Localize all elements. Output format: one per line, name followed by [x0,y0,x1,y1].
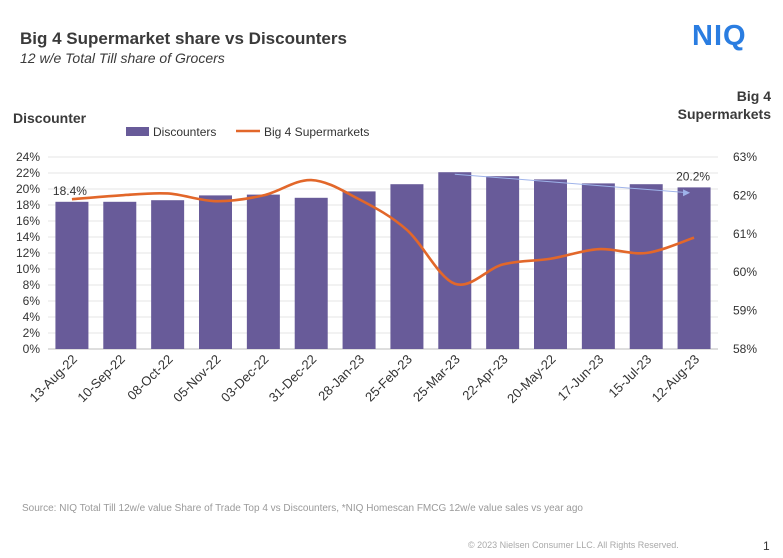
legend-discounters-swatch [126,127,149,136]
x-tick-label: 03-Dec-22 [218,352,272,406]
legend-discounters-label: Discounters [153,125,216,139]
discounter-bars [55,172,711,349]
discounter-bar [55,201,89,349]
right-tick-label: 62% [733,188,757,202]
data-label: 20.2% [676,169,710,183]
x-tick-label: 10-Sep-22 [74,352,128,406]
x-tick-label: 05-Nov-22 [170,352,224,406]
left-tick-label: 22% [16,166,40,180]
grid-lines [48,156,718,350]
x-axis-ticks: 13-Aug-2210-Sep-2208-Oct-2205-Nov-2203-D… [27,352,703,407]
data-labels: 18.4% 20.2% [53,169,710,197]
discounter-bar [294,197,328,349]
source-note: Source: NIQ Total Till 12w/e value Share… [22,503,583,514]
right-tick-label: 60% [733,265,757,279]
right-tick-label: 63% [733,150,757,164]
left-tick-label: 10% [16,262,40,276]
discounter-bar [581,183,615,349]
x-tick-label: 28-Jan-23 [315,352,367,404]
discounter-bar [390,184,424,349]
discounter-bar [199,195,232,349]
x-tick-label: 08-Oct-22 [124,352,175,403]
trend-arrow-head [683,189,691,197]
discounter-bar [677,187,711,349]
right-tick-label: 59% [733,304,757,318]
legend-big4-label: Big 4 Supermarkets [264,125,369,139]
discounter-bar [246,194,280,349]
niq-logo: NIQ [692,20,747,52]
left-tick-label: 18% [16,198,40,212]
discounter-bar [534,179,567,349]
x-tick-label: 12-Aug-23 [649,352,703,406]
x-tick-label: 17-Jun-23 [554,352,606,404]
left-tick-label: 20% [16,182,40,196]
discounter-bar [151,200,185,349]
x-tick-label: 25-Mar-23 [410,352,463,405]
left-axis-ticks: 0% 2% 4% 6% 8% 10% 12% 14% 16% 18% 20% 22% 24% [16,150,40,356]
page-number: 1 [763,539,770,553]
legend: Discounters Big 4 Supermarkets [126,125,369,139]
x-tick-label: 31-Dec-22 [266,352,320,406]
right-tick-label: 58% [733,342,757,356]
x-tick-label: 15-Jul-23 [605,352,654,401]
right-axis-title: Big 4 Supermarkets [677,88,771,122]
left-tick-label: 6% [23,294,41,308]
x-tick-label: 13-Aug-22 [27,352,81,406]
data-label: 18.4% [53,184,87,198]
combo-chart: 0% 2% 4% 6% 8% 10% 12% 14% 16% 18% 20% 22% 24% 58% 59… [16,125,757,407]
discounter-bar [342,191,376,349]
left-tick-label: 8% [23,278,41,292]
discounter-bar [629,184,663,349]
left-tick-label: 16% [16,214,40,228]
left-tick-label: 24% [16,150,40,164]
chart-subtitle: 12 w/e Total Till share of Grocers [20,50,225,66]
left-tick-label: 0% [23,342,41,356]
x-tick-label: 20-May-22 [504,352,559,407]
right-axis-ticks: 58% 59% 60% 61% 62% 63% [733,150,757,356]
x-tick-label: 25-Feb-23 [362,352,415,405]
discounter-bar [438,172,472,349]
trend-arrow-line [454,173,685,193]
left-tick-label: 4% [23,310,41,324]
chart-title: Big 4 Supermarket share vs Discounters [20,29,347,48]
left-tick-label: 14% [16,230,40,244]
left-tick-label: 2% [23,326,41,340]
right-tick-label: 61% [733,227,757,241]
left-axis-title: Discounter [13,110,87,126]
big4-series-line [71,178,695,287]
left-tick-label: 12% [16,246,40,260]
discounter-bar [103,201,137,349]
copyright-note: © 2023 Nielsen Consumer LLC. All Rights … [468,540,679,550]
